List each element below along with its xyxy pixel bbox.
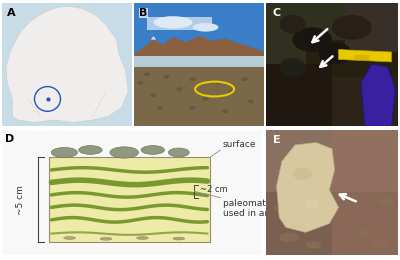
Bar [134,2,264,3]
Text: B: B [139,8,148,17]
Polygon shape [276,142,338,232]
Ellipse shape [173,237,185,240]
Ellipse shape [272,205,286,211]
Ellipse shape [293,167,313,180]
Ellipse shape [64,237,76,239]
Bar [49,158,210,242]
Ellipse shape [163,75,170,79]
Ellipse shape [51,147,78,158]
Ellipse shape [222,109,228,113]
Text: ~5 cm: ~5 cm [16,185,25,215]
Ellipse shape [319,42,352,64]
Ellipse shape [168,148,189,157]
Ellipse shape [292,27,332,52]
Bar [266,130,398,192]
Bar [134,56,264,70]
Ellipse shape [306,200,319,210]
Ellipse shape [279,232,299,242]
Ellipse shape [306,241,322,249]
Text: ||||||||: |||||||| [353,54,369,60]
Polygon shape [361,64,395,126]
Ellipse shape [372,241,388,249]
Bar [266,64,332,126]
Text: ~2 cm: ~2 cm [200,185,227,194]
Ellipse shape [189,77,196,81]
Ellipse shape [202,97,209,101]
Text: paleomat samples
used in analysis: paleomat samples used in analysis [223,199,306,218]
Ellipse shape [100,237,112,240]
Ellipse shape [248,100,254,103]
Polygon shape [134,36,264,58]
Bar [345,3,398,52]
Bar [134,0,264,1]
Bar [332,130,398,255]
Ellipse shape [136,237,148,239]
Ellipse shape [150,93,157,97]
Text: A: A [7,8,16,17]
Text: C: C [273,8,281,17]
Ellipse shape [215,81,222,85]
Bar [134,1,264,2]
Ellipse shape [137,81,144,85]
Ellipse shape [189,106,196,109]
Ellipse shape [157,106,163,109]
Ellipse shape [279,58,306,77]
Bar [332,77,398,126]
Bar [306,40,398,89]
Ellipse shape [332,15,372,40]
Ellipse shape [241,77,248,81]
Polygon shape [151,36,156,40]
Ellipse shape [154,16,192,29]
Text: surface: surface [223,140,256,149]
Bar [147,17,212,30]
Ellipse shape [279,15,306,34]
Ellipse shape [358,230,372,236]
Ellipse shape [176,87,183,91]
Ellipse shape [192,23,218,32]
Bar [134,1,264,2]
Polygon shape [6,6,128,122]
Text: D: D [5,134,14,144]
Bar [134,3,264,58]
Bar [134,67,264,126]
Ellipse shape [144,72,150,76]
Ellipse shape [110,147,138,158]
Bar [266,3,358,64]
Ellipse shape [228,90,235,93]
Ellipse shape [378,197,394,205]
Ellipse shape [141,146,164,154]
Text: E: E [273,135,280,145]
Ellipse shape [79,146,102,154]
Polygon shape [338,50,392,62]
